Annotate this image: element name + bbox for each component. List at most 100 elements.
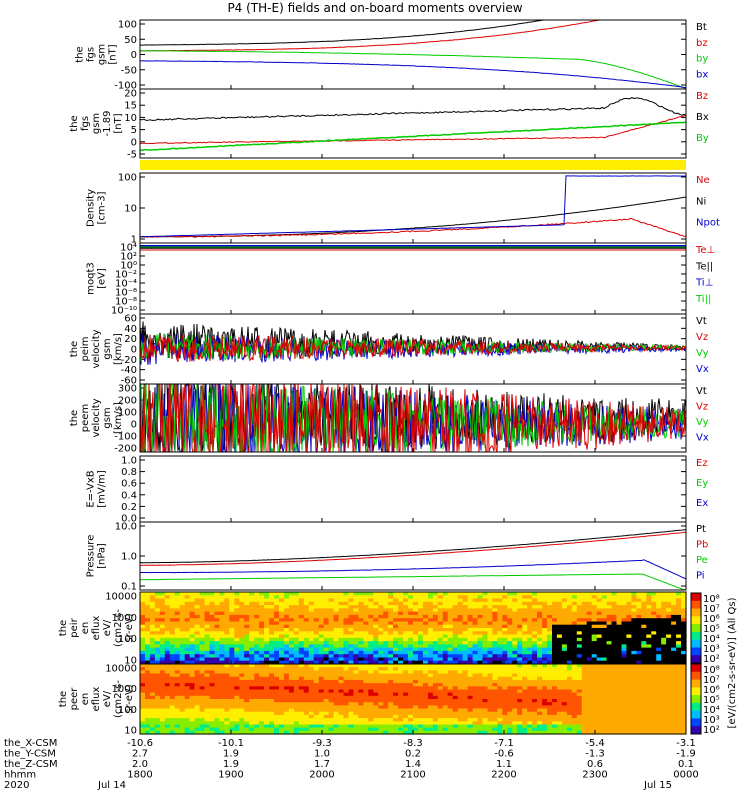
x-row-value: -7.1	[494, 738, 514, 749]
ylabel-line: gsm	[91, 113, 102, 134]
ylabel-line: gsm	[97, 44, 108, 65]
series-vx-peim	[139, 333, 687, 365]
y-tick-label: 0.1	[121, 582, 137, 593]
series-vz-peem	[139, 383, 687, 454]
y-tick-label: 10.0	[115, 522, 137, 533]
y-tick-label: 10⁻⁶	[115, 288, 137, 299]
ylabel-line: eV/	[102, 690, 113, 707]
legend-bt: Bt	[696, 22, 707, 33]
ylabel-line: [km/s]	[113, 402, 124, 434]
ylabel-line: sr-eV)	[124, 613, 135, 642]
y-tick-label: 10⁻⁸	[115, 297, 137, 308]
legend-vx: Vx	[696, 364, 709, 375]
series-npot	[139, 175, 687, 238]
ylabel-line: the	[69, 410, 80, 426]
y-tick-label: 0	[131, 420, 137, 431]
colorbar-tick: 10⁶	[703, 614, 720, 625]
series-ne	[139, 217, 687, 238]
figure-title: P4 (TH-E) fields and on-board moments ov…	[227, 1, 523, 15]
x-row-value: -1.9	[676, 749, 696, 760]
y-tick-label: 200	[118, 396, 137, 407]
legend-by: by	[696, 54, 708, 65]
x-row-value: Jul 15	[643, 780, 672, 791]
panel-10-ylabel: thepeerenefluxeV/(cm2-s-sr-eV)	[58, 680, 135, 718]
panel-7-frame	[139, 455, 687, 523]
y-tick-label: 60	[124, 314, 137, 325]
x-row-value: 2100	[400, 770, 425, 781]
legend-pb: Pb	[696, 540, 708, 551]
panel-9-ylabel: thepeirenefluxeV/(cm2-s-sr-eV)	[58, 609, 135, 647]
y-tick-label: 1	[131, 235, 137, 246]
y-tick-label: 10	[124, 113, 137, 124]
x-row-value: -1.3	[585, 749, 605, 760]
x-row-value: 1900	[218, 770, 243, 781]
y-tick-label: 10⁻⁴	[115, 279, 137, 290]
ylabel-line: gsm	[102, 338, 113, 359]
ylabel-line: [eV]	[97, 268, 108, 289]
x-row-label: hhmm	[4, 770, 36, 781]
legend-bx: bx	[696, 69, 708, 80]
x-row-value: 2.7	[132, 749, 148, 760]
x-row-label: the_Z-CSM	[4, 759, 58, 770]
panel-7: E=-VxB[mV/m]	[86, 459, 686, 519]
panel-2: thefgsgsm-1.89[nT]	[69, 92, 686, 155]
colorbar-tick: 10⁶	[703, 685, 720, 696]
spectrogram-peer	[140, 664, 687, 735]
x-row-value: -9.3	[312, 738, 332, 749]
ylabel-line: the	[69, 115, 80, 131]
legend-vx: Vx	[696, 433, 709, 444]
x-row-value: -3.1	[676, 738, 696, 749]
legend-bz: Bz	[696, 91, 708, 102]
y-tick-label: 0	[131, 137, 137, 148]
y-tick-label: 5	[131, 125, 137, 136]
series-vz-peim	[139, 334, 687, 363]
y-tick-label: 0.6	[121, 479, 137, 490]
legend-te⊥: Te⊥	[695, 245, 715, 256]
panel-2-ylabel: thefgsgsm-1.89[nT]	[69, 111, 124, 137]
panel-1: thefgsgsm[nT]	[75, 23, 686, 86]
series-pi	[140, 559, 687, 580]
y-tick-label: 20	[124, 89, 137, 100]
y-tick-label: 40	[124, 324, 137, 335]
x-row-value: 0.2	[405, 749, 421, 760]
x-row-label: 2020	[4, 780, 29, 791]
x-row-value: 0.1	[678, 759, 694, 770]
ylabel-line: sr-eV)	[124, 684, 135, 713]
panel-5-ylabel: thepeimvelocitygsm[km/s]	[69, 329, 124, 368]
ylabel-line: [km/s]	[113, 333, 124, 365]
colorbar-tick: 10⁷	[703, 604, 720, 615]
ylabel-line: [nPa]	[97, 543, 108, 569]
x-row-value: -0.6	[494, 749, 514, 760]
x-row-value: 2200	[491, 770, 516, 781]
y-tick-label: 100	[118, 705, 137, 716]
colorbar-tick: 10³	[703, 644, 720, 655]
ylabel-line: peem	[80, 404, 91, 432]
y-tick-label: 100	[118, 173, 137, 184]
ylabel-line: the	[75, 46, 86, 62]
x-row-value: -5.4	[585, 738, 605, 749]
x-row-value: 0000	[673, 770, 698, 781]
legend-ex: Ex	[696, 498, 708, 509]
y-tick-label: 20	[124, 334, 137, 345]
x-row-value: 2300	[582, 770, 607, 781]
y-tick-label: -200	[114, 444, 137, 455]
y-tick-label: -40	[121, 365, 137, 376]
y-tick-label: 100	[118, 20, 137, 31]
ylabel-line: fgs	[86, 47, 97, 62]
ylabel-line: (cm2-s-	[113, 680, 124, 718]
y-tick-label: 10	[124, 204, 137, 215]
ylabel-line: Pressure	[86, 535, 97, 578]
y-tick-label: 15	[124, 101, 137, 112]
y-tick-label: 100	[118, 408, 137, 419]
panel-8: Pressure[nPa]	[86, 525, 686, 587]
colorbar-tick: 10⁸	[703, 665, 720, 676]
legend-pi: Pi	[696, 571, 705, 582]
panel-4-ylabel: moqt3[eV]	[86, 262, 108, 295]
legend-ey: Ey	[696, 478, 708, 489]
ylabel-line: en	[80, 693, 91, 706]
panel-6-ylabel: thepeemvelocitygsm[km/s]	[69, 398, 124, 437]
legend-by: By	[696, 133, 709, 144]
colorbar-tick: 10²	[703, 725, 720, 736]
legend-ti⊥: Ti⊥	[695, 278, 713, 289]
